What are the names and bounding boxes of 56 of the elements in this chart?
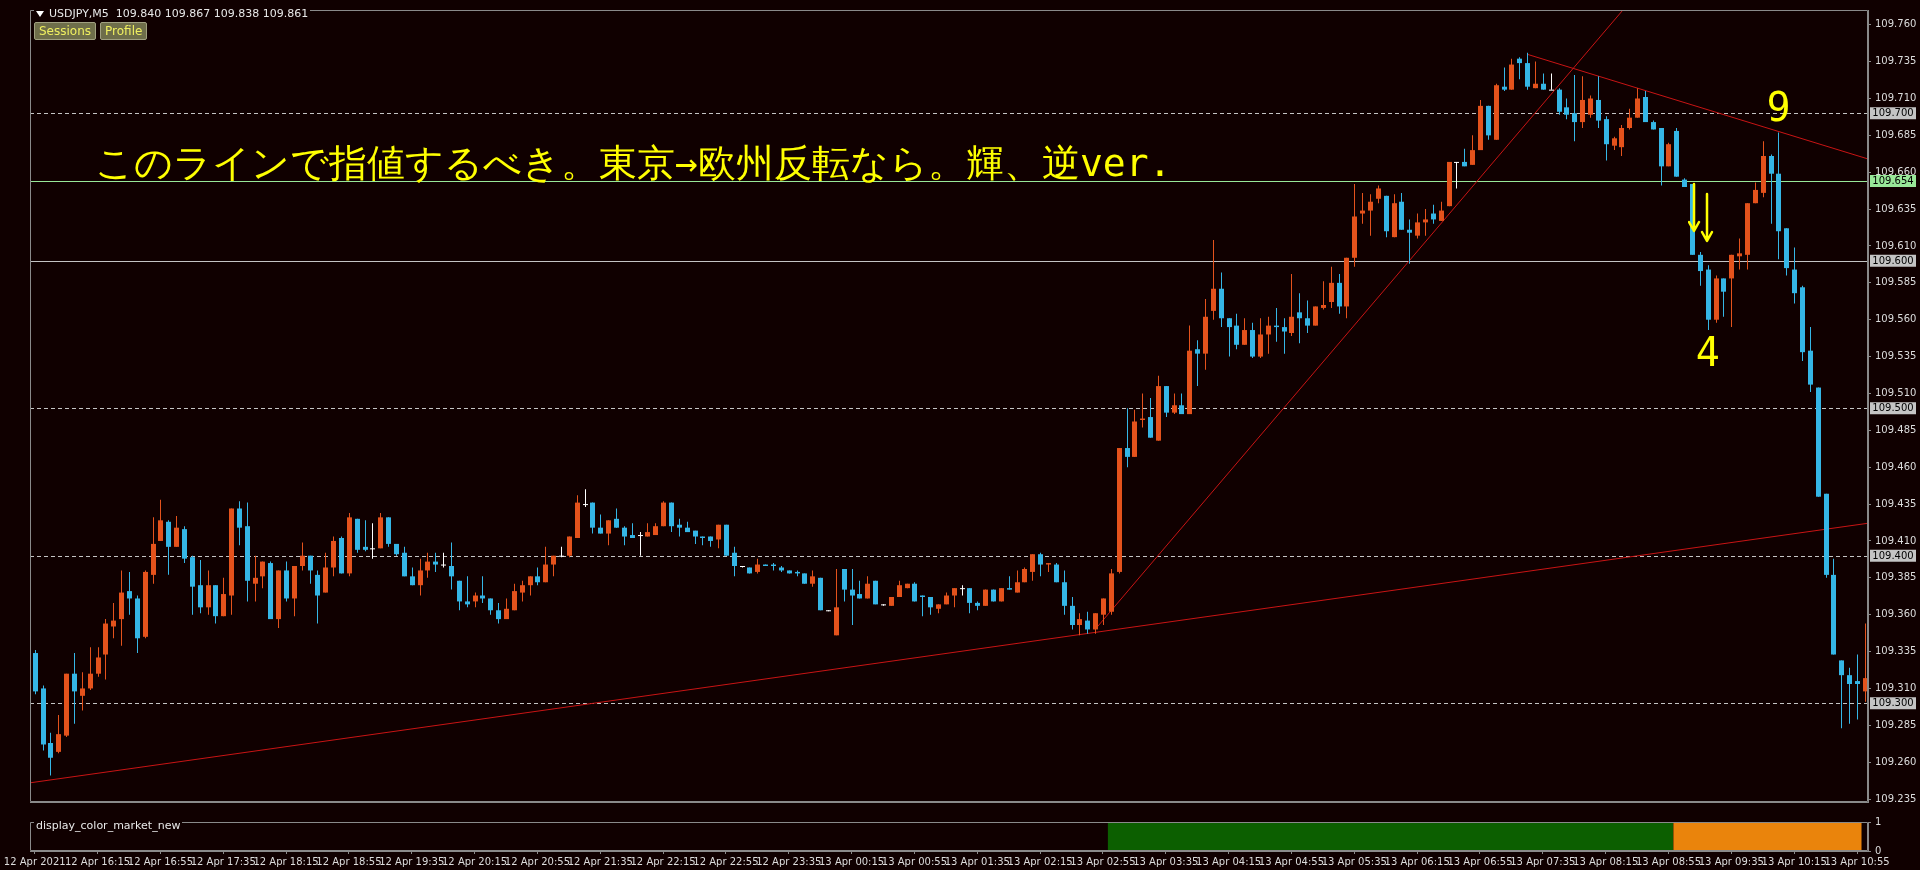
y-tick-label: 109.710 [1875,92,1917,104]
x-tick-label: 13 Apr 04:15 [1196,855,1262,867]
y-tick-label: 109.410 [1875,534,1917,546]
x-tick-label: 13 Apr 02:55 [1070,855,1136,867]
x-tick-label: 12 Apr 19:35 [379,855,445,867]
y-tick-label: 109.535 [1875,350,1917,362]
y-tick-label: 109.660 [1875,165,1917,177]
y-tick-label: 109.310 [1875,682,1917,694]
y-tick-label: 109.560 [1875,313,1917,325]
y-tick-label: 0 [1875,844,1882,856]
x-tick-label: 13 Apr 06:55 [1447,855,1513,867]
annotation: Profile [100,22,148,40]
y-tick-label: 1 [1875,815,1882,827]
ref-line-label: 109.400 [1872,549,1914,561]
y-tick-label: 109.435 [1875,497,1917,509]
x-tick-label: 12 Apr 18:55 [316,855,382,867]
y-tick-label: 109.635 [1875,202,1917,214]
ref-line-label: 109.500 [1872,402,1914,414]
y-tick-label: 109.260 [1875,755,1917,767]
y-tick-label: 109.685 [1875,128,1917,140]
x-tick-label: 13 Apr 07:35 [1510,855,1576,867]
ref-line-label: 109.700 [1872,107,1914,119]
x-tick-label: 12 Apr 2021 [3,855,66,867]
chart-title: display_color_market_new [36,819,181,832]
y-tick-label: 109.385 [1875,571,1917,583]
x-tick-label: 12 Apr 16:15 [64,855,131,867]
chart-title: USDJPY,M5 109.840 109.867 109.838 109.861 [49,7,309,20]
annotation: このラインで指値するべき。東京→欧州反転なら。輝、逆ver. [95,140,1172,185]
annotation: Sessions [34,22,97,40]
y-tick-label: 109.285 [1875,718,1917,730]
x-tick-label: 12 Apr 22:55 [693,855,759,867]
ref-line-label: 109.600 [1872,254,1914,266]
x-tick-label: 12 Apr 23:35 [756,855,822,867]
y-tick-label: 109.460 [1875,460,1917,472]
ref-line-label: 109.300 [1872,697,1914,709]
x-tick-label: 13 Apr 06:15 [1384,855,1450,867]
x-tick-label: 12 Apr 22:15 [630,855,696,867]
y-tick-label: 109.760 [1875,18,1917,30]
y-tick-label: 109.510 [1875,387,1917,399]
y-tick-label: 109.735 [1875,55,1917,67]
y-tick-label: 109.610 [1875,239,1917,251]
x-tick-label: 12 Apr 18:15 [253,855,319,867]
x-tick-label: 13 Apr 10:15 [1761,855,1827,867]
y-tick-label: 109.235 [1875,792,1917,804]
x-tick-label: 13 Apr 03:35 [1133,855,1199,867]
x-tick-label: 13 Apr 10:55 [1824,855,1890,867]
y-tick-label: 109.585 [1875,276,1917,288]
annotation: 9 [1766,83,1791,130]
x-tick-label: 13 Apr 02:15 [1007,855,1073,867]
x-tick-label: 13 Apr 00:15 [819,855,885,867]
x-tick-label: 13 Apr 08:15 [1573,855,1639,867]
y-tick-label: 109.335 [1875,645,1917,657]
y-tick-label: 109.485 [1875,423,1917,435]
annotation: 4 [1695,329,1720,376]
ref-line-label: 109.654 [1872,175,1914,187]
y-tick-label: 109.360 [1875,608,1917,620]
